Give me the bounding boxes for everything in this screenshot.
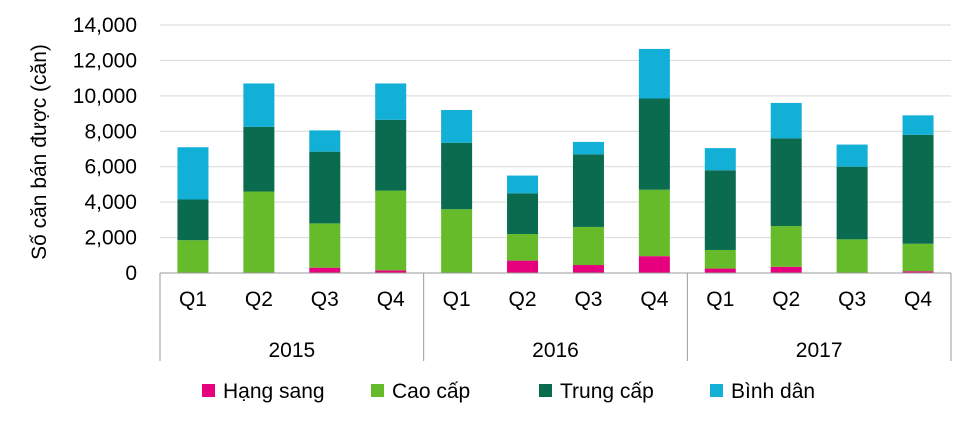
bar-segment	[638, 98, 670, 190]
y-tick-label: 4,000	[84, 191, 137, 214]
bar-segment	[638, 48, 670, 99]
x-tick-label: Q4	[904, 288, 932, 311]
bar-segment	[441, 110, 473, 143]
bar-segment	[770, 138, 802, 227]
bar-segment	[309, 130, 341, 152]
bar-segment	[704, 268, 736, 273]
bar-segment	[638, 256, 670, 273]
bar-segment	[243, 191, 275, 273]
bars	[177, 48, 934, 273]
x-tick-label: Q3	[838, 288, 866, 311]
y-tick-label: 2,000	[84, 227, 137, 250]
x-tick-label: Q1	[706, 288, 734, 311]
x-tick-label: Q2	[245, 288, 273, 311]
x-tick-label: Q2	[509, 288, 537, 311]
legend-swatch	[371, 384, 384, 397]
bar-segment	[902, 271, 934, 273]
bar-segment	[902, 243, 934, 272]
bar-segment	[836, 166, 868, 240]
x-group-label: 2016	[532, 339, 579, 362]
bar-segment	[375, 270, 407, 273]
x-tick-label: Q1	[179, 288, 207, 311]
y-axis-ticks: 0 2,000 4,000 6,000 8,000 10,000 12,000 14,000	[73, 14, 137, 285]
y-axis-label: Số căn bán được (căn)	[28, 44, 51, 260]
bar-segment	[572, 141, 604, 155]
bar-segment	[177, 240, 209, 273]
legend-swatch	[710, 384, 723, 397]
legend-label: Trung cấp	[560, 380, 654, 403]
x-group-label: 2017	[796, 339, 843, 362]
y-tick-label: 10,000	[73, 85, 137, 108]
bar-segment	[770, 226, 802, 267]
bar-segment	[902, 134, 934, 244]
legend-label: Cao cấp	[392, 380, 470, 403]
bar-segment	[309, 267, 341, 273]
bar-segment	[507, 234, 539, 261]
bar-segment	[441, 142, 473, 210]
bar-segment	[572, 265, 604, 273]
bar-segment	[243, 126, 275, 192]
bar-segment	[309, 151, 341, 224]
bar-segment	[770, 266, 802, 273]
y-tick-label: 12,000	[73, 49, 137, 72]
bar-segment	[704, 249, 736, 269]
bar-segment	[704, 148, 736, 171]
x-tick-label: Q4	[377, 288, 405, 311]
legend-label: Hạng sang	[223, 380, 325, 403]
bar-segment	[836, 239, 868, 273]
bar-segment	[704, 170, 736, 250]
bar-segment	[375, 83, 407, 120]
y-tick-label: 0	[125, 262, 137, 285]
bar-segment	[770, 102, 802, 139]
bar-segment	[638, 189, 670, 257]
bar-segment	[902, 115, 934, 135]
x-tick-label: Q4	[640, 288, 668, 311]
legend-swatch	[539, 384, 552, 397]
bar-segment	[507, 175, 539, 194]
legend-label: Bình dân	[731, 380, 815, 403]
bar-segment	[177, 147, 209, 200]
bar-segment	[836, 144, 868, 167]
bar-segment	[177, 199, 209, 241]
bar-segment	[375, 190, 407, 271]
x-tick-label: Q3	[574, 288, 602, 311]
gridlines	[160, 24, 951, 239]
x-axis: Q1 Q2 Q3 Q4 Q1 Q2 Q3 Q4 Q1 Q2 Q3 Q4 2015 2016 2017	[159, 272, 952, 362]
y-tick-label: 6,000	[84, 156, 137, 179]
legend: Hạng sang Cao cấp Trung cấp Bình dân	[202, 380, 815, 403]
x-tick-label: Q1	[443, 288, 471, 311]
x-group-label: 2015	[268, 339, 315, 362]
bar-segment	[375, 119, 407, 191]
y-tick-label: 8,000	[84, 120, 137, 143]
x-tick-label: Q3	[311, 288, 339, 311]
legend-swatch	[202, 384, 215, 397]
bar-segment	[572, 154, 604, 227]
bar-segment	[441, 209, 473, 273]
bar-segment	[507, 193, 539, 235]
bar-segment	[572, 226, 604, 266]
bar-segment	[507, 260, 539, 273]
bar-segment	[243, 83, 275, 127]
bar-segment	[309, 223, 341, 268]
x-tick-label: Q2	[772, 288, 800, 311]
y-tick-label: 14,000	[73, 14, 137, 37]
